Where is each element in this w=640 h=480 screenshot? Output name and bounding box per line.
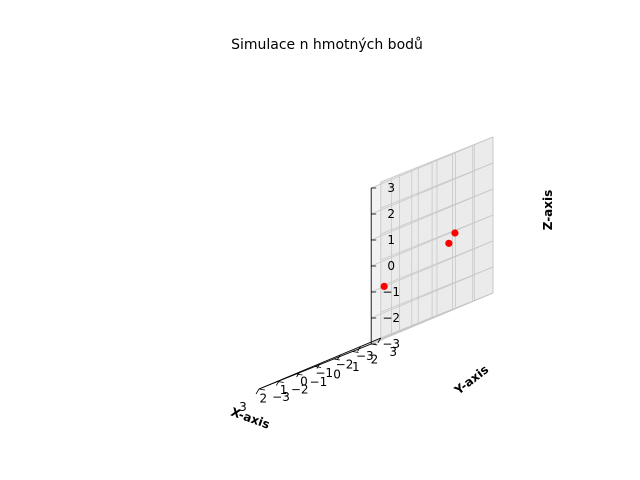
y-tick-label: 2	[371, 353, 379, 367]
x-tick-label: 1	[280, 383, 288, 397]
x-tick-label: −1	[315, 366, 333, 380]
y-tick-label: −1	[310, 375, 328, 389]
y-tick-mark	[315, 366, 322, 368]
z-tick-label: 3	[387, 181, 395, 195]
x-tick-mark	[336, 354, 341, 361]
x-tick-label: −2	[336, 358, 354, 372]
grid-line	[380, 136, 494, 183]
x-tick-mark	[316, 363, 321, 369]
y-tick-mark	[258, 388, 266, 391]
data-point	[445, 239, 453, 247]
y-tick-label: −2	[291, 383, 309, 397]
chart-title: Simulace n hmotných bodů	[231, 37, 423, 53]
y-tick-label: −3	[272, 390, 290, 404]
y-tick-mark	[352, 351, 359, 353]
x-tick-mark	[255, 388, 260, 395]
z-tick-label: 1	[387, 233, 395, 247]
z-tick-label: −3	[382, 337, 400, 351]
x-tick-mark	[357, 346, 361, 352]
y-tick-mark	[333, 358, 340, 361]
grid-line	[380, 162, 494, 209]
x-tick-label: 2	[259, 392, 267, 406]
x-tick-label: −3	[356, 349, 374, 363]
scatter-points	[380, 229, 459, 290]
y-tick-mark	[277, 381, 284, 383]
grid-line	[371, 292, 494, 345]
y-tick-label: 1	[352, 360, 360, 374]
data-point	[380, 282, 388, 290]
x-tick-label: 0	[300, 375, 308, 389]
z-tick-label: −2	[382, 311, 400, 325]
x-tick-mark	[377, 337, 382, 344]
y-tick-label: 0	[333, 368, 341, 382]
x-axis-label: X-axis	[229, 405, 272, 432]
z-tick-label: 2	[387, 207, 395, 221]
x-tick-label: 3	[239, 400, 247, 414]
z-axis-label: Z-axis	[541, 190, 555, 231]
y-tick-mark	[296, 373, 303, 376]
z-tick-label: 0	[387, 259, 395, 273]
axes-panes	[258, 136, 494, 390]
y-axis-label: Y-axis	[451, 362, 491, 398]
data-point	[451, 229, 459, 237]
y-tick-label: 3	[389, 345, 397, 359]
